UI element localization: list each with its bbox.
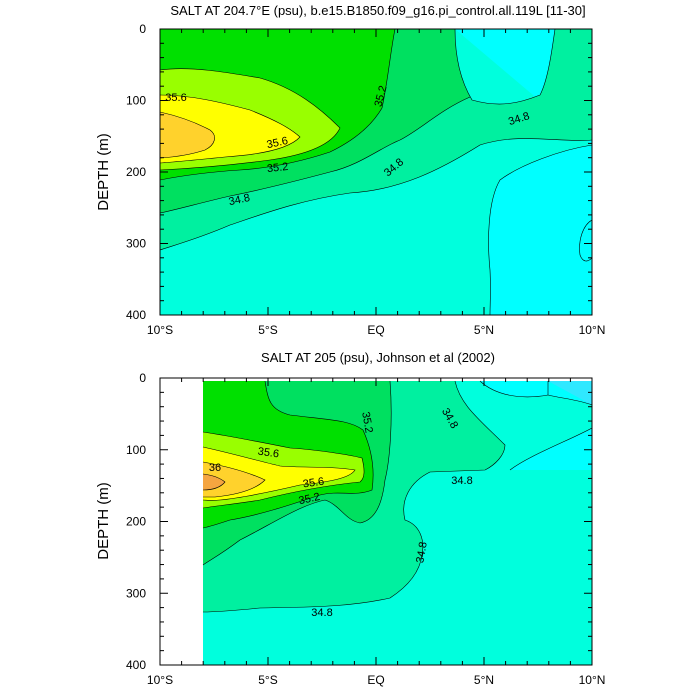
bottom-contour-line xyxy=(202,461,266,498)
bottom-fill-36.0 xyxy=(203,474,225,490)
top-x-tick-label: 10°N xyxy=(579,323,606,337)
top-x-tick-label: EQ xyxy=(367,323,384,337)
bottom-contour-label: 34.8 xyxy=(311,607,332,619)
bottom-contour-label: 35.2 xyxy=(359,411,375,434)
bottom-contour-fills xyxy=(203,381,592,665)
bottom-contour-line xyxy=(202,446,356,501)
top-contour-line xyxy=(160,29,396,181)
top-x-tick-label: 5°N xyxy=(474,323,494,337)
top-chart-plot: 35.6 35.6 35.2 35.2 34.8 34.8 34.8 10°S 5… xyxy=(126,22,605,337)
top-contour-label: 35.2 xyxy=(373,84,390,108)
bottom-x-tick-label: 10°N xyxy=(579,673,606,687)
bottom-contour-label: 36 xyxy=(209,462,221,474)
top-contour-fills xyxy=(160,29,592,315)
top-chart-title: SALT AT 204.7°E (psu), b.e15.B1850.f09_g… xyxy=(170,3,585,18)
top-contour-lines xyxy=(160,29,592,315)
bottom-fill-low-north2 xyxy=(480,381,592,470)
top-x-tick-label: 10°S xyxy=(147,323,173,337)
bottom-x-tick-label: EQ xyxy=(367,673,384,687)
top-contour-line xyxy=(160,111,215,159)
bottom-chart-plot: 35.6 36 35.6 35.2 35.2 34.8 34.8 34.8 34… xyxy=(126,371,605,687)
bottom-contour-label: 35.6 xyxy=(257,446,280,461)
top-contour-label: 35.6 xyxy=(165,92,186,104)
top-contour-labels: 35.6 35.6 35.2 35.2 34.8 34.8 34.8 xyxy=(165,84,531,208)
bottom-y-tick-label: 0 xyxy=(139,371,146,385)
top-contour-line xyxy=(160,68,341,171)
bottom-contour-label: 34.8 xyxy=(414,541,430,564)
top-y-tick-label: 400 xyxy=(126,308,146,322)
bottom-contour-line xyxy=(202,380,374,529)
bottom-contour-label: 34.8 xyxy=(451,475,472,487)
bottom-y-tick-label: 400 xyxy=(126,658,146,672)
bottom-contour-line xyxy=(202,473,226,491)
top-contour-label: 35.6 xyxy=(266,135,289,151)
top-contour-line xyxy=(160,94,301,164)
top-contour-line xyxy=(160,96,471,214)
bottom-fill-35.8 xyxy=(203,462,265,497)
top-contour-line xyxy=(579,219,592,262)
top-y-axis-label: DEPTH (m) xyxy=(95,133,112,211)
top-contour-line xyxy=(455,29,592,315)
bottom-y-tick-label: 300 xyxy=(126,586,146,600)
top-contour-line xyxy=(160,138,592,251)
bottom-x-tick-label: 5°N xyxy=(474,673,494,687)
bottom-y-tick-label: 100 xyxy=(126,443,146,457)
bottom-contour-line xyxy=(202,380,506,613)
bottom-contour-line xyxy=(202,431,365,509)
top-axis-ticks: 10°S 5°S EQ 5°N 10°N 0 100 200 300 400 xyxy=(126,22,605,337)
bottom-chart-title: SALT AT 205 (psu), Johnson et al (2002) xyxy=(261,350,495,365)
bottom-contour-line xyxy=(547,381,592,406)
bottom-contour-label: 35.6 xyxy=(302,476,325,491)
bottom-axis-ticks: 10°S 5°S EQ 5°N 10°N 0 100 200 300 400 xyxy=(126,371,605,687)
bottom-contour-labels: 35.6 36 35.6 35.2 35.2 34.8 34.8 34.8 34… xyxy=(209,406,473,619)
bottom-contour-line xyxy=(202,380,392,566)
top-y-tick-label: 100 xyxy=(126,94,146,108)
top-fill-35.8 xyxy=(160,112,215,158)
bottom-y-tick-label: 200 xyxy=(126,515,146,529)
bottom-x-tick-label: 5°S xyxy=(258,673,277,687)
top-y-tick-label: 0 xyxy=(139,22,146,36)
bottom-contour-line xyxy=(509,427,592,471)
top-contour-label: 34.8 xyxy=(228,192,251,208)
bottom-y-axis-label: DEPTH (m) xyxy=(95,482,112,560)
top-x-tick-label: 5°S xyxy=(258,323,277,337)
top-contour-line xyxy=(454,29,556,105)
top-y-tick-label: 200 xyxy=(126,165,146,179)
bottom-x-tick-label: 10°S xyxy=(147,673,173,687)
top-y-tick-label: 300 xyxy=(126,237,146,251)
bottom-contour-label: 35.2 xyxy=(298,491,321,507)
top-contour-label: 35.2 xyxy=(266,161,289,175)
